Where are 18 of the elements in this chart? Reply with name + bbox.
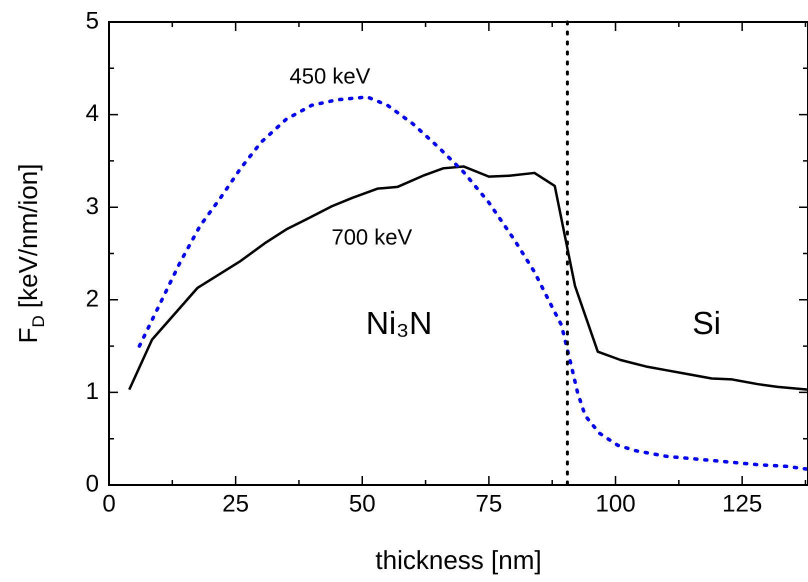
series-label: 700 keV [331, 224, 413, 250]
annotation: Ni₃N [366, 305, 432, 342]
y-tick-label: 4 [86, 100, 99, 128]
x-tick-label: 50 [348, 490, 376, 518]
x-tick-label: 100 [596, 490, 636, 518]
x-tick-label: 25 [222, 490, 249, 518]
y-tick-label: 0 [86, 470, 99, 498]
y-axis-title: FD [keV/nm/ion] [13, 164, 48, 344]
annotation: Si [692, 305, 721, 342]
y-tick-label: 1 [86, 378, 99, 406]
x-axis-title: thickness [nm] [375, 545, 542, 576]
x-tick-label: 75 [476, 490, 502, 518]
y-tick-label: 3 [86, 192, 99, 220]
line-series [138, 95, 808, 472]
y-tick-label: 5 [86, 8, 99, 35]
x-tick-label: 125 [722, 490, 762, 518]
y-tick-label: 2 [86, 285, 99, 312]
series-label: 450 keV [290, 64, 371, 89]
